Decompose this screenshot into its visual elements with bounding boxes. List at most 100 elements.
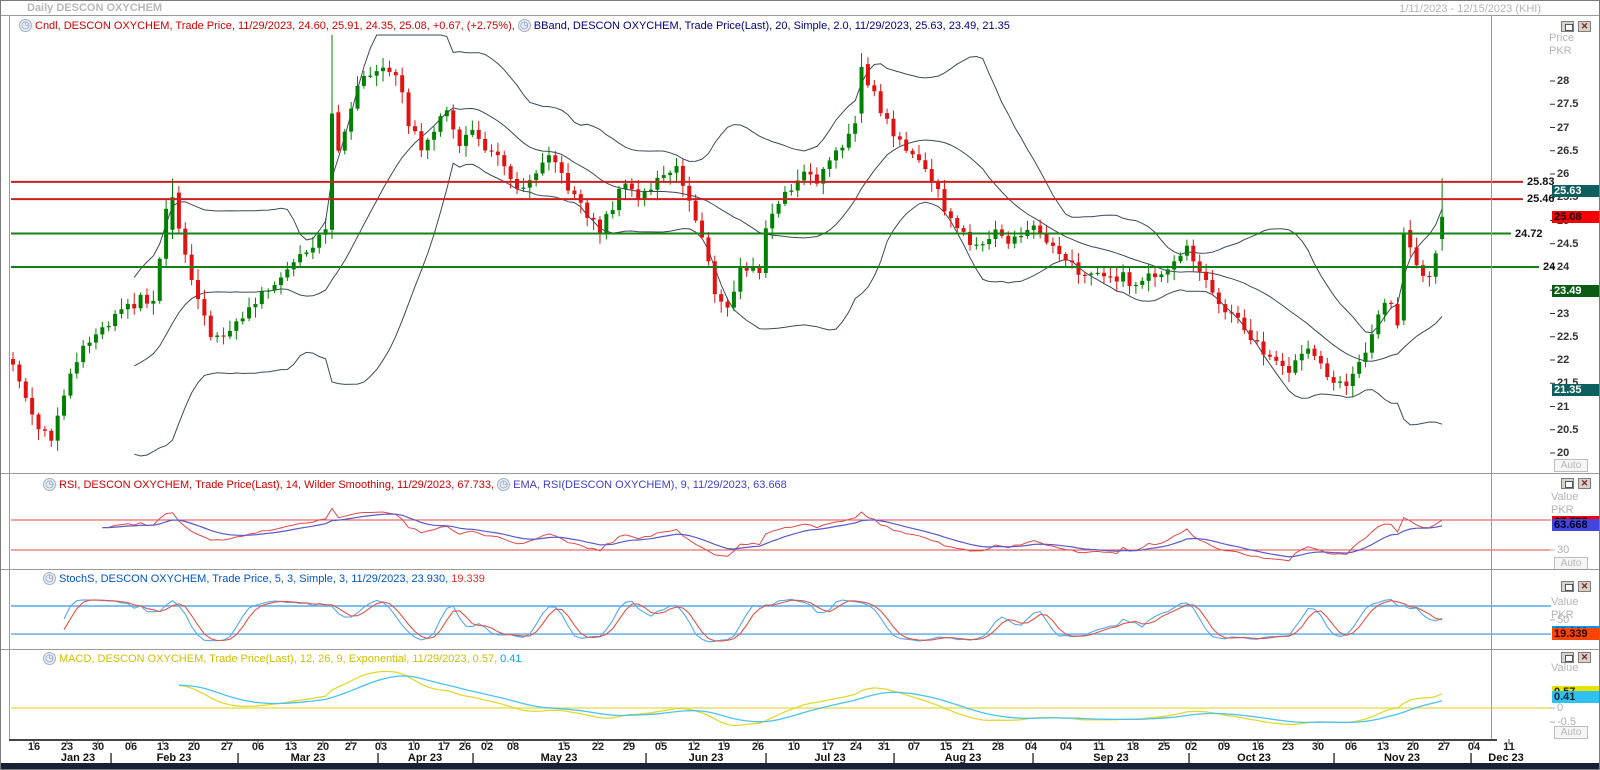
x-axis-day-label: 09 <box>1217 741 1231 753</box>
x-axis-day-label: 30 <box>1311 741 1325 753</box>
rsi-panel-close-icon[interactable]: ✕ <box>1578 478 1591 489</box>
x-axis-day-label: 19 <box>717 741 731 753</box>
x-axis-day-label: 04 <box>1059 741 1073 753</box>
x-axis-day-label: 04 <box>1467 741 1481 753</box>
main-auto-button[interactable]: Auto <box>1554 459 1588 472</box>
macd-panel-restore-icon[interactable] <box>1561 652 1574 663</box>
x-axis-day-label: 27 <box>344 741 358 753</box>
x-axis-day-label: 04 <box>1024 741 1038 753</box>
x-axis-day-label: 13 <box>284 741 298 753</box>
x-axis-month-separator: | <box>236 752 240 764</box>
macd-tick-label: 0 <box>1557 702 1564 714</box>
rsi-legend: ◷ RSI, DESCON OXYCHEM, Trade Price(Last)… <box>43 478 787 491</box>
price-tick-label: 27 <box>1557 121 1570 134</box>
x-axis-day-label: 26 <box>751 741 765 753</box>
price-tick-label: 27.5 <box>1557 98 1579 111</box>
x-axis-day-label: 16 <box>1251 741 1265 753</box>
macd-tick-label: -0.5 <box>1557 716 1576 728</box>
x-axis-day-label: 22 <box>591 741 605 753</box>
x-axis-month-separator: | <box>376 752 380 764</box>
macd-value: 0.57, <box>472 652 498 665</box>
price-tick-label: 20.5 <box>1557 423 1579 436</box>
x-axis-day-label: 10 <box>787 741 801 753</box>
rsi-tick-label: 30 <box>1557 544 1570 556</box>
x-axis-day-label: 26 <box>458 741 472 753</box>
price-tick-label: 24 <box>1557 261 1570 273</box>
x-axis-day-label: 13 <box>1376 741 1390 753</box>
x-axis-month-label: May 23 <box>540 752 578 764</box>
clock-icon: ◷ <box>517 19 531 32</box>
x-axis-month-label: Apr 23 <box>407 752 443 764</box>
rsi-axis-title: Value <box>1551 491 1579 503</box>
price-tick-label: 21 <box>1557 400 1570 413</box>
main-panel-close-icon[interactable]: ✕ <box>1578 21 1591 32</box>
stoch-panel-restore-icon[interactable] <box>1561 581 1574 592</box>
x-axis-month-separator: | <box>471 752 475 764</box>
price-badge: 21.35 <box>1552 384 1599 397</box>
x-axis-month-separator: | <box>1332 752 1336 764</box>
x-axis-month-label: Sep 23 <box>1093 752 1129 764</box>
x-axis-day-label: 20 <box>316 741 330 753</box>
x-axis-day-label: 13 <box>156 741 170 753</box>
x-axis-month-separator: | <box>1187 752 1191 764</box>
rsi-panel-restore-icon[interactable] <box>1561 478 1574 489</box>
macd-signal-value: 0.41 <box>500 652 522 665</box>
macd-auto-button[interactable]: Auto <box>1554 726 1588 739</box>
clock-icon: ◷ <box>19 19 32 32</box>
bottom-status-bar <box>1 763 1599 769</box>
price-level-label: 24.72 <box>1515 227 1543 240</box>
price-tick-label: 22 <box>1557 354 1570 366</box>
clock-icon: ◷ <box>43 652 56 665</box>
rsi-legend-text[interactable]: RSI, DESCON OXYCHEM, Trade Price(Last), … <box>59 478 495 491</box>
x-axis-day-label: 30 <box>91 741 105 753</box>
stoch-axis-currency: PKR <box>1551 609 1574 621</box>
stoch-legend-text[interactable]: StochS, DESCON OXYCHEM, Trade Price, 5, … <box>59 572 409 585</box>
x-axis-day-label: 29 <box>622 741 636 753</box>
price-level-label: 24 <box>1543 261 1556 273</box>
stoch-d-value: 19.339 <box>451 572 485 585</box>
x-axis-day-label: 12 <box>687 741 701 753</box>
rsi-axis-currency: PKR <box>1551 504 1574 516</box>
x-axis-month-label: Aug 23 <box>944 752 982 764</box>
x-axis-day-label: 03 <box>374 741 388 753</box>
main-legend: ◷ Cndl, DESCON OXYCHEM, Trade Price, 11/… <box>19 19 1010 32</box>
x-axis-month-separator: | <box>764 752 768 764</box>
clock-icon: ◷ <box>497 478 511 491</box>
macd-legend-text[interactable]: MACD, DESCON OXYCHEM, Trade Price(Last),… <box>59 652 470 665</box>
x-axis-month-separator: | <box>892 752 896 764</box>
bband-legend[interactable]: BBand, DESCON OXYCHEM, Trade Price(Last)… <box>533 19 1010 32</box>
x-axis-month-label: Jan 23 <box>60 752 96 764</box>
macd-axis-title: Value <box>1551 662 1579 674</box>
clock-icon: ◷ <box>43 572 56 585</box>
x-axis-day-label: 27 <box>220 741 234 753</box>
stoch-axis-title: Value <box>1551 596 1579 608</box>
x-axis-day-label: 02 <box>480 741 494 753</box>
x-axis-day-label: 10 <box>407 741 421 753</box>
x-axis-day-label: 11 <box>1503 741 1515 753</box>
price-tick-label: 20 <box>1557 447 1570 459</box>
price-level-label: 25.46 <box>1527 193 1555 206</box>
x-axis-day-label: 27 <box>1437 741 1451 753</box>
x-axis-day-label: 17 <box>437 741 451 753</box>
price-badge: 25.63 <box>1552 185 1599 198</box>
x-axis-day-label: 15 <box>939 741 953 753</box>
x-axis-day-label: 17 <box>821 741 835 753</box>
x-axis-month-label: Feb 23 <box>156 752 192 764</box>
x-axis-month-label: Dec 23 <box>1488 752 1524 764</box>
price-tick-label: 22.5 <box>1557 330 1579 343</box>
x-axis-day-label: 31 <box>877 741 891 753</box>
rsi-ema-legend-text[interactable]: EMA, RSI(DESCON OXYCHEM), 9, 11/29/2023,… <box>513 478 787 491</box>
price-badge: 23.49 <box>1552 284 1599 297</box>
clock-icon: ◷ <box>43 478 56 491</box>
x-axis-month-label: Jul 23 <box>814 752 846 764</box>
x-axis-month-separator: | <box>1469 752 1473 764</box>
candle-legend[interactable]: Cndl, DESCON OXYCHEM, Trade Price, 11/29… <box>35 19 515 32</box>
rsi-badge: 63.668 <box>1552 518 1599 531</box>
price-tick-label: 26 <box>1557 168 1570 180</box>
main-panel-restore-icon[interactable] <box>1561 21 1574 32</box>
price-badge: 25.08 <box>1552 210 1599 223</box>
stoch-panel-close-icon[interactable]: ✕ <box>1578 581 1591 592</box>
window-title: Daily DESCON OXYCHEM <box>27 2 163 14</box>
macd-panel-close-icon[interactable]: ✕ <box>1578 652 1591 663</box>
